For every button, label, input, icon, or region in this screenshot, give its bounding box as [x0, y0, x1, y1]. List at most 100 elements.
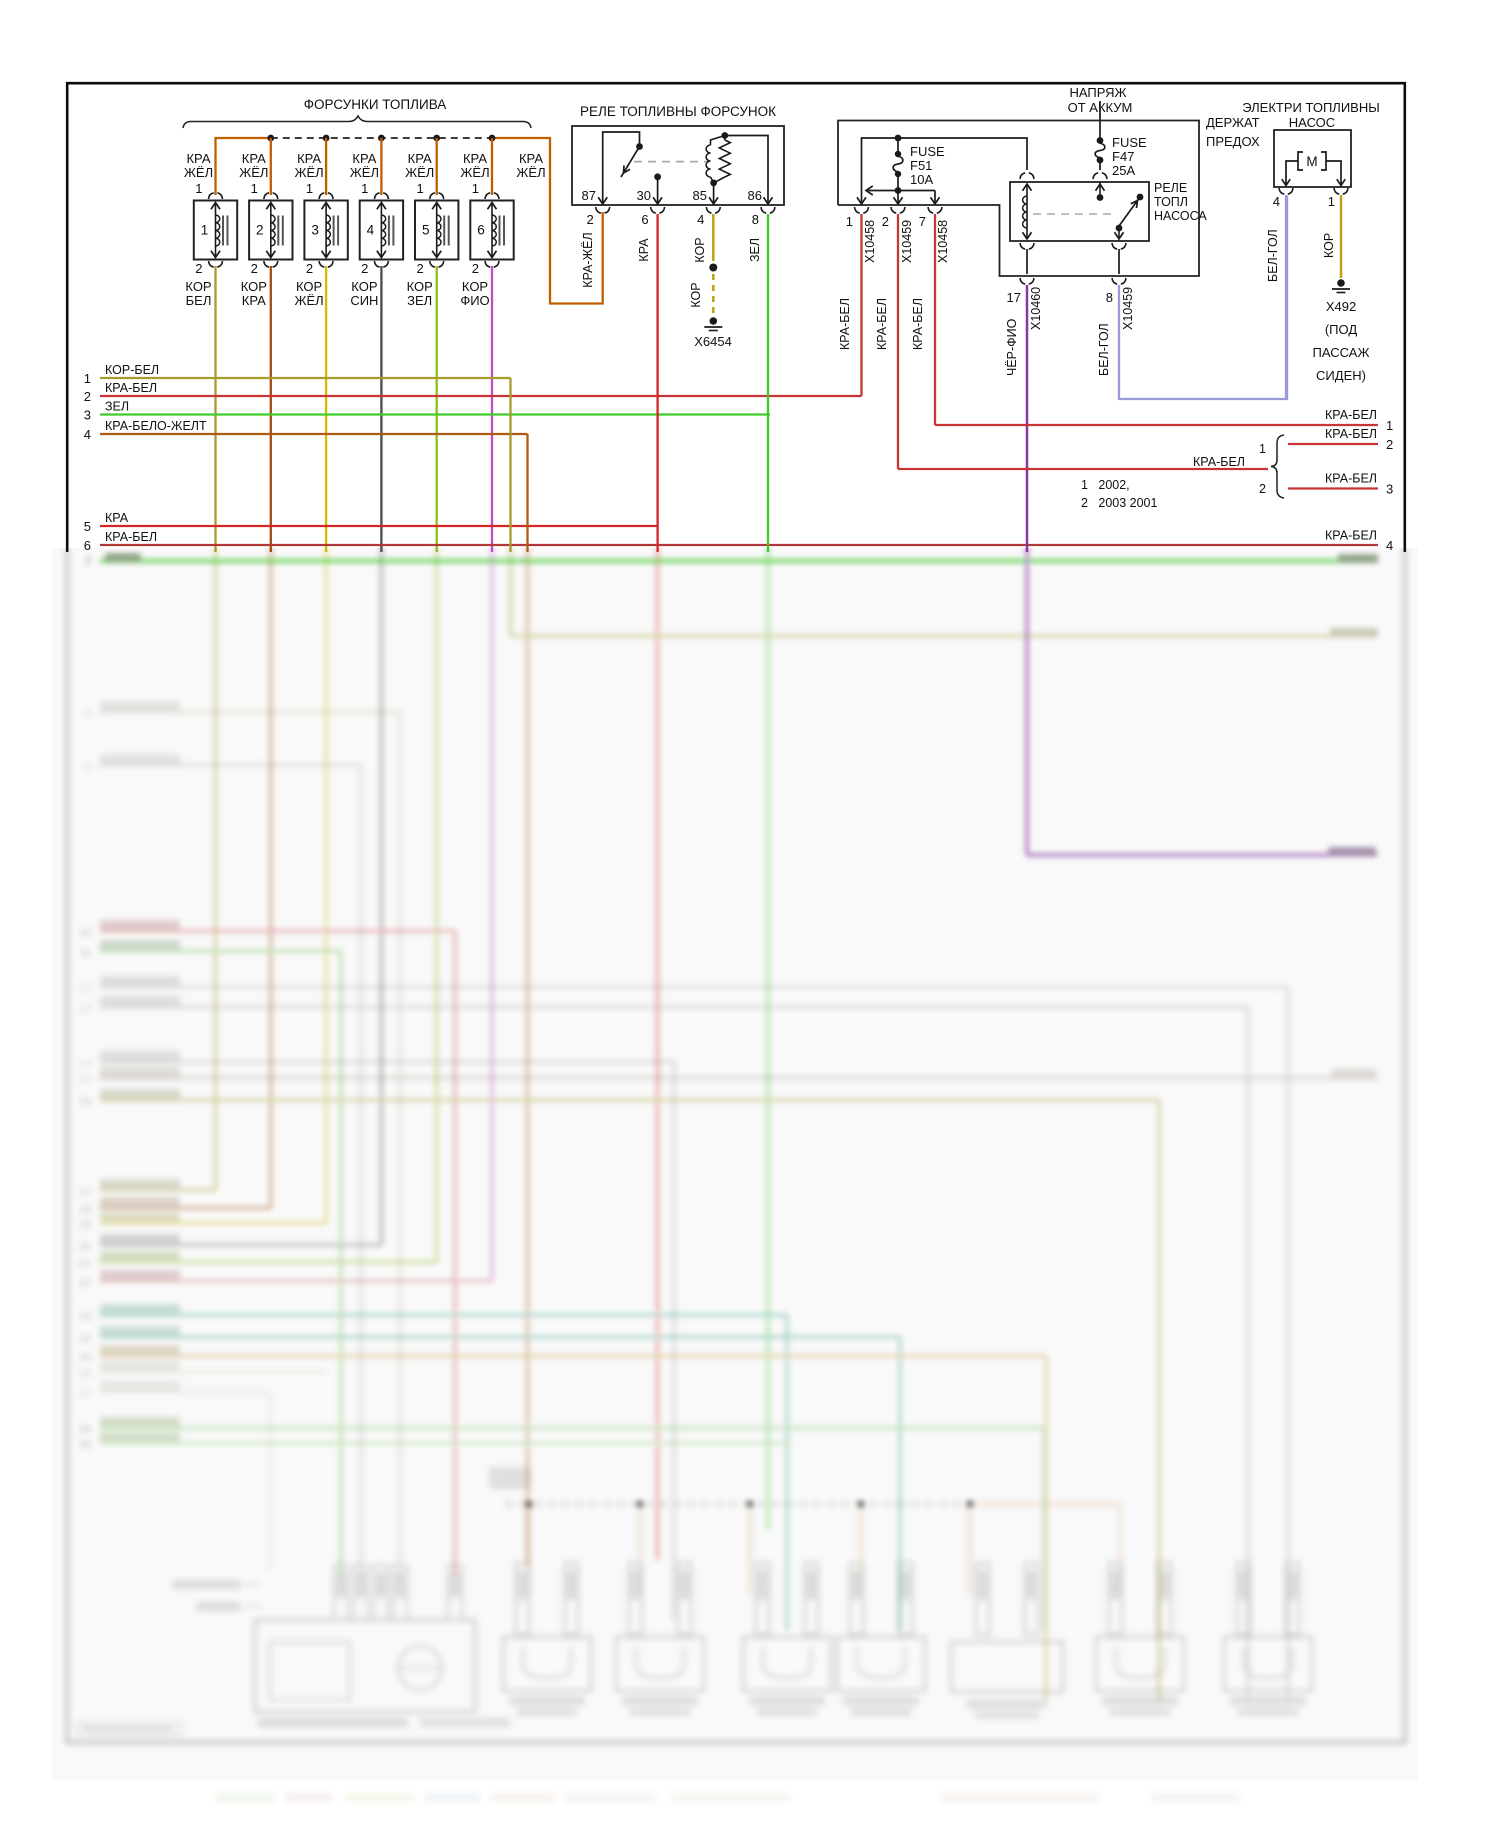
svg-text:ФИО: ФИО — [460, 293, 489, 308]
svg-text:X6454: X6454 — [694, 334, 732, 349]
svg-text:КРА: КРА — [242, 293, 266, 308]
svg-text:ЖЁЛ: ЖЁЛ — [516, 165, 545, 180]
svg-text:НАСОСА: НАСОСА — [1154, 209, 1207, 223]
svg-text:19: 19 — [79, 1219, 91, 1231]
svg-text:СИДЕН): СИДЕН) — [1316, 368, 1366, 383]
svg-text:17: 17 — [1007, 290, 1021, 305]
svg-text:ЗЕЛ: ЗЕЛ — [105, 400, 129, 414]
svg-text:2: 2 — [306, 261, 313, 276]
svg-text:6: 6 — [84, 538, 91, 553]
svg-text:1 2002,: 1 2002, — [1081, 478, 1130, 492]
svg-text:FUSE: FUSE — [910, 144, 945, 159]
svg-text:15: 15 — [79, 1074, 91, 1086]
svg-text:КРА-БЕЛ: КРА-БЕЛ — [1325, 529, 1377, 543]
svg-text:18: 18 — [79, 1204, 91, 1216]
svg-text:4: 4 — [84, 427, 91, 442]
svg-text:2: 2 — [361, 261, 368, 276]
svg-text:27: 27 — [79, 1388, 91, 1400]
svg-text:X492: X492 — [1326, 299, 1356, 314]
svg-text:85: 85 — [693, 188, 707, 203]
svg-text:86: 86 — [748, 188, 762, 203]
svg-text:2: 2 — [416, 261, 423, 276]
svg-text:ЖЁЛ: ЖЁЛ — [294, 293, 323, 308]
svg-text:5: 5 — [84, 519, 91, 534]
svg-text:1: 1 — [846, 214, 853, 229]
svg-text:СИН: СИН — [350, 293, 378, 308]
svg-text:КРА-ЖЁЛ: КРА-ЖЁЛ — [581, 232, 595, 287]
svg-text:26: 26 — [79, 1368, 91, 1380]
svg-text:7: 7 — [919, 214, 926, 229]
svg-text:9: 9 — [85, 761, 91, 773]
svg-text:БЕЛ-ГОЛ: БЕЛ-ГОЛ — [1097, 323, 1111, 376]
svg-text:23: 23 — [79, 1311, 91, 1323]
svg-text:КРА-БЕЛ: КРА-БЕЛ — [911, 298, 925, 350]
svg-text:24: 24 — [79, 1333, 91, 1345]
svg-text:ЖЁЛ: ЖЁЛ — [184, 165, 213, 180]
svg-text:1: 1 — [201, 223, 209, 238]
svg-text:КОР: КОР — [241, 279, 267, 294]
svg-text:КРА: КРА — [186, 151, 210, 166]
svg-text:КРА-БЕЛ: КРА-БЕЛ — [105, 530, 157, 544]
svg-text:8: 8 — [752, 212, 759, 227]
svg-text:ЗЕЛ: ЗЕЛ — [748, 238, 762, 262]
svg-text:2: 2 — [1386, 437, 1393, 452]
svg-text:2 2003 2001: 2 2003 2001 — [1081, 496, 1158, 510]
svg-text:КРА: КРА — [463, 151, 487, 166]
svg-text:ЖЁЛ: ЖЁЛ — [294, 165, 323, 180]
svg-text:1: 1 — [1328, 194, 1335, 209]
svg-text:КОР: КОР — [351, 279, 377, 294]
svg-text:ДЕРЖАТ: ДЕРЖАТ — [1206, 115, 1260, 130]
svg-text:10: 10 — [79, 927, 91, 939]
svg-text:21: 21 — [79, 1258, 91, 1270]
svg-text:КОР: КОР — [693, 237, 707, 262]
svg-text:16: 16 — [79, 1096, 91, 1108]
svg-text:1: 1 — [1259, 442, 1266, 456]
svg-text:7: 7 — [84, 555, 91, 569]
svg-text:ЖЁЛ: ЖЁЛ — [460, 165, 489, 180]
svg-text:2: 2 — [256, 223, 264, 238]
svg-text:НАСОС: НАСОС — [1289, 115, 1335, 130]
svg-text:4: 4 — [367, 223, 375, 238]
svg-text:КРА: КРА — [105, 511, 129, 525]
svg-text:КОР: КОР — [689, 282, 703, 307]
svg-text:ПАССАЖ: ПАССАЖ — [1313, 345, 1370, 360]
svg-text:4: 4 — [1273, 194, 1280, 209]
svg-text:2: 2 — [1259, 482, 1266, 496]
svg-text:ЖЁЛ: ЖЁЛ — [350, 165, 379, 180]
svg-text:1: 1 — [416, 181, 423, 196]
svg-text:КОР: КОР — [185, 279, 211, 294]
svg-text:КОР: КОР — [462, 279, 488, 294]
svg-text:КРА-БЕЛ: КРА-БЕЛ — [1325, 427, 1377, 441]
svg-text:F47: F47 — [1112, 149, 1134, 164]
svg-text:2: 2 — [84, 389, 91, 404]
svg-text:ФОРСУНКИ ТОПЛИВА: ФОРСУНКИ ТОПЛИВА — [304, 97, 447, 112]
svg-text:ЗЕЛ: ЗЕЛ — [407, 293, 432, 308]
svg-text:6: 6 — [477, 223, 485, 238]
svg-text:ЖЁЛ: ЖЁЛ — [405, 165, 434, 180]
svg-text:5: 5 — [422, 223, 430, 238]
svg-text:30: 30 — [637, 188, 651, 203]
svg-text:РЕЛЕ: РЕЛЕ — [1154, 181, 1187, 195]
svg-text:1: 1 — [84, 371, 91, 386]
svg-text:4: 4 — [1386, 538, 1393, 553]
svg-text:БЕЛ: БЕЛ — [186, 293, 212, 308]
svg-text:X10458: X10458 — [936, 220, 950, 263]
svg-text:1: 1 — [472, 181, 479, 196]
svg-text:2: 2 — [472, 261, 479, 276]
svg-text:28: 28 — [79, 1424, 91, 1436]
svg-text:НАПРЯЖ: НАПРЯЖ — [1069, 85, 1126, 100]
svg-text:2: 2 — [586, 212, 593, 227]
svg-text:F51: F51 — [910, 158, 932, 173]
svg-text:КОР: КОР — [1322, 233, 1336, 258]
svg-text:3: 3 — [84, 408, 91, 423]
svg-text:КРА: КРА — [297, 151, 321, 166]
svg-text:22: 22 — [79, 1277, 91, 1289]
svg-text:3: 3 — [1386, 482, 1393, 497]
svg-text:ЧЁР-ФИО: ЧЁР-ФИО — [1005, 318, 1019, 376]
svg-text:РЕЛЕ ТОПЛИВНЫ ФОРСУНОК: РЕЛЕ ТОПЛИВНЫ ФОРСУНОК — [580, 104, 776, 119]
svg-text:FUSE: FUSE — [1112, 135, 1147, 150]
svg-text:КРА-БЕЛ: КРА-БЕЛ — [838, 298, 852, 350]
svg-text:(ПОД: (ПОД — [1325, 322, 1357, 337]
svg-text:2: 2 — [882, 214, 889, 229]
svg-text:КРА-БЕЛ: КРА-БЕЛ — [1193, 455, 1245, 469]
